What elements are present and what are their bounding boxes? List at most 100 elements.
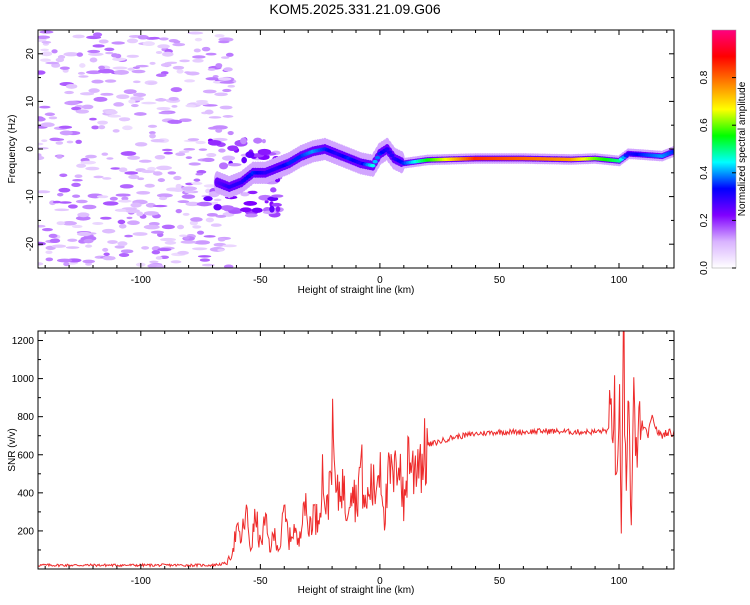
spectrogram-noise-cell xyxy=(103,252,110,257)
spectrogram-y-ticks: -20 -10 0 10 20 xyxy=(25,29,674,269)
snr-x-label: Height of straight line (km) xyxy=(298,585,415,596)
spectrogram-noise-cell xyxy=(149,36,161,40)
spectrogram-noise-cell xyxy=(102,247,109,252)
spectrogram-noise-cell xyxy=(98,125,106,130)
spectrogram-noise-cell xyxy=(161,148,173,152)
spectrogram-noise-cell xyxy=(185,104,197,108)
spectrogram-noise-cell xyxy=(91,125,99,130)
spectrogram-x-label: Height of straight line (km) xyxy=(298,285,415,296)
spectrogram-noise-cell xyxy=(157,44,170,49)
spectrogram-noise-cell xyxy=(257,148,272,156)
spectrogram-noise-cell xyxy=(223,264,234,268)
spectrogram-noise-cell xyxy=(223,67,233,72)
spectrogram-noise-cell xyxy=(155,98,167,102)
spectrogram-noise-cell xyxy=(76,231,92,237)
spectrogram-noise-cell xyxy=(38,117,46,122)
spectrogram-noise-cell xyxy=(79,63,86,68)
spectrogram-noise-cell xyxy=(97,120,108,125)
spectrogram-noise-cell xyxy=(222,88,232,93)
spectrogram-noise-cell xyxy=(65,83,78,89)
spectrogram-noise-cell xyxy=(131,104,139,108)
colorbar-tick-label: 0.4 xyxy=(699,165,710,179)
spectrogram-noise-cell xyxy=(74,174,83,179)
spectrogram-noise-cell xyxy=(155,256,163,260)
spectrogram-noise-cell xyxy=(215,214,227,218)
snr-plot-area xyxy=(38,331,674,569)
spectrogram-noise-cell xyxy=(253,137,263,144)
spectrogram-noise-cell xyxy=(87,49,101,54)
x-tick-label: 50 xyxy=(494,275,506,286)
spectrogram-noise-cell xyxy=(85,166,100,171)
spectrogram-noise-cell xyxy=(227,130,234,136)
snr-y-label: SNR (v/v) xyxy=(7,428,18,471)
spectrogram-noise-cell xyxy=(59,130,73,136)
spectrogram-noise-cell xyxy=(167,119,183,124)
spectrogram-noise-cell xyxy=(117,241,128,247)
spectrogram-noise-cell xyxy=(218,40,230,44)
spectrogram-noise-cell xyxy=(227,163,242,167)
y-tick-label: 10 xyxy=(25,95,36,107)
spectrogram-noise-cell xyxy=(204,109,214,115)
colorbar: 0.0 0.2 0.4 0.6 0.8 Normalized spectral ampl… xyxy=(699,29,748,275)
y-tick-label: 200 xyxy=(17,526,34,537)
spectrogram-noise-cell xyxy=(81,104,94,110)
spectrogram-noise-cell xyxy=(147,124,158,128)
spectrogram-noise-cell xyxy=(53,138,65,141)
spectrogram-noise-cell xyxy=(203,196,213,202)
spectrogram-noise-cell xyxy=(135,64,149,68)
spectrogram-noise-cell xyxy=(220,56,230,59)
spectrogram-peak-cell xyxy=(386,150,393,154)
spectrogram-noise-cell xyxy=(142,41,155,47)
spectrogram-noise-cell xyxy=(181,194,196,199)
spectrogram-noise-cell xyxy=(38,224,46,228)
spectrogram-noise-cell xyxy=(86,70,102,75)
spectrogram-noise-cell xyxy=(123,89,137,95)
spectrogram-noise-cell xyxy=(152,171,163,176)
spectrogram-noise-cell xyxy=(217,248,225,252)
spectrogram-noise-cell xyxy=(149,260,159,264)
spectrogram-noise-cell xyxy=(38,70,46,75)
spectrogram-noise-cell xyxy=(270,187,277,193)
spectrogram-noise-cell xyxy=(208,116,222,119)
spectrogram-noise-cell xyxy=(121,196,129,201)
snr-panel: -100 -50 0 50 100 200 400 600 800 1000 1200 Heigh… xyxy=(7,330,675,596)
spectrogram-noise-cell xyxy=(175,183,182,189)
spectrogram-noise-cell xyxy=(275,206,281,212)
spectrogram-noise-cell xyxy=(66,140,74,144)
spectrogram-peak-cell xyxy=(374,155,381,160)
spectrogram-noise-cell xyxy=(195,140,206,145)
spectrogram-noise-cell xyxy=(113,102,125,107)
y-tick-label: 1200 xyxy=(12,336,35,347)
spectrogram-noise-cell xyxy=(116,94,130,100)
spectrogram-noise-cell xyxy=(227,84,236,88)
spectrogram-noise-cell xyxy=(101,152,109,156)
spectrogram-noise-cell xyxy=(196,170,207,174)
spectrogram-noise-cell xyxy=(120,151,137,156)
spectrogram-noise-cell xyxy=(181,186,198,191)
spectrogram-noise-cell xyxy=(221,155,236,161)
spectrogram-noise-cell xyxy=(179,118,192,123)
spectrogram-noise-cell xyxy=(45,250,53,255)
spectrogram-noise-cell xyxy=(195,172,204,176)
spectrogram-noise-cell xyxy=(38,142,44,146)
spectrogram-peak-cell xyxy=(372,159,378,164)
spectrogram-noise-cell xyxy=(127,67,135,71)
spectrogram-noise-cell xyxy=(143,211,159,216)
spectrogram-noise-cell xyxy=(267,196,279,202)
spectrogram-noise-cell xyxy=(150,230,165,234)
spectrogram-trace-layer xyxy=(213,137,674,199)
spectrogram-noise-cell xyxy=(194,37,203,42)
spectrogram-noise-cell xyxy=(80,92,95,96)
spectrogram-noise-cell xyxy=(163,151,174,155)
spectrogram-noise-cell xyxy=(172,65,185,70)
spectrogram-noise-cell xyxy=(40,48,50,52)
x-tick-label: -100 xyxy=(131,275,151,286)
spectrogram-noise-cell xyxy=(149,61,156,65)
spectrogram-noise-cell xyxy=(179,59,190,63)
spectrogram-noise-cell xyxy=(225,52,234,57)
spectrogram-noise-cell xyxy=(240,137,247,145)
spectrogram-noise-cell xyxy=(189,220,198,226)
spectrogram-noise-cell xyxy=(38,155,45,161)
spectrogram-noise-cell xyxy=(192,55,206,59)
spectrogram-noise-cell xyxy=(156,165,173,171)
